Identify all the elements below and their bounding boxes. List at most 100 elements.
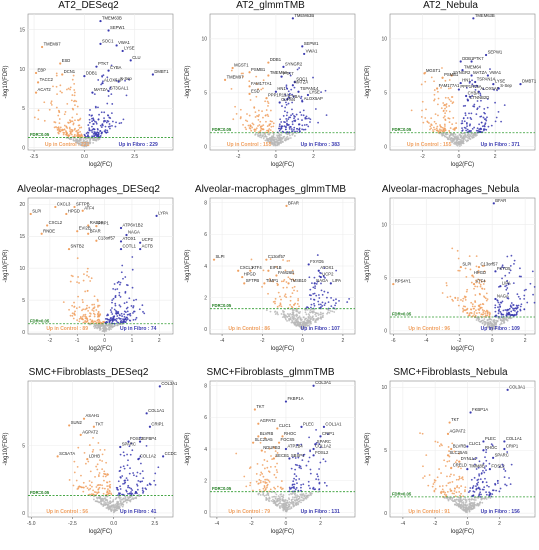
y-axis-label: -log10(FDR) [3, 249, 9, 282]
point-up-fibro [507, 292, 510, 295]
y-axis-label: -log10(FDR) [185, 65, 191, 98]
point-not-significant [283, 139, 286, 141]
point-not-significant [290, 321, 293, 324]
gene-point [253, 408, 256, 411]
gene-label: NDUFB3 [263, 445, 280, 450]
point-not-significant [442, 133, 444, 136]
volcano-svg: -4 -2 0 202468FDR=0.05COL3A1FKBP1ATKTAGPAT2… [185, 380, 356, 535]
point-up-fibro [108, 116, 111, 119]
gene-label: LYPA [158, 210, 168, 215]
point-not-significant [304, 311, 307, 314]
point-up-control [466, 308, 468, 311]
point-up-control [242, 123, 244, 126]
gene-point [129, 59, 132, 62]
point-not-significant [489, 328, 492, 331]
point-up-control [433, 80, 435, 83]
point-not-significant [279, 496, 281, 499]
point-up-control [275, 476, 277, 479]
point-up-fibro [313, 298, 315, 301]
point-not-significant [302, 326, 305, 329]
point-up-control [257, 118, 260, 121]
point-up-control [484, 310, 487, 313]
gene-point [322, 425, 326, 428]
point-up-control [282, 286, 285, 289]
y-tick-label: 5 [22, 443, 25, 449]
gene-label: MATZA [473, 70, 487, 75]
point-up-control [284, 293, 287, 296]
point-up-control [458, 475, 461, 478]
point-not-significant [477, 317, 480, 320]
point-up-control [78, 485, 81, 488]
gene-point [329, 282, 332, 285]
point-not-significant [266, 138, 269, 141]
point-up-fibro [129, 319, 132, 322]
point-up-control [427, 484, 430, 487]
point-up-control [243, 475, 246, 478]
point-up-fibro [291, 101, 294, 104]
point-up-fibro [477, 486, 480, 489]
y-tick-label: 10 [381, 222, 387, 228]
point-up-control [103, 487, 106, 490]
gene-point [139, 247, 142, 251]
point-up-fibro [318, 443, 321, 445]
point-not-significant [319, 316, 322, 318]
point-up-control [71, 312, 74, 315]
point-up-fibro [102, 74, 105, 77]
point-up-fibro [109, 125, 111, 128]
point-up-fibro [121, 475, 124, 477]
point-up-fibro [326, 433, 329, 436]
point-not-significant [92, 141, 95, 144]
point-not-significant [453, 498, 456, 501]
point-up-fibro [93, 134, 96, 137]
point-up-fibro [500, 120, 503, 123]
point-not-significant [464, 135, 467, 138]
x-tick-label: -2 [433, 521, 438, 527]
point-up-control [85, 321, 88, 323]
point-up-control [291, 278, 294, 281]
point-up-fibro [129, 312, 132, 315]
point-up-control [73, 91, 76, 94]
point-up-fibro [108, 321, 111, 324]
point-up-control [260, 88, 263, 91]
point-not-significant [460, 506, 462, 509]
point-not-significant [263, 494, 266, 497]
point-up-fibro [111, 318, 113, 321]
point-up-fibro [474, 88, 477, 91]
point-not-significant [480, 498, 483, 501]
point-up-control [101, 484, 103, 487]
point-up-fibro [280, 125, 283, 128]
point-up-control [239, 116, 242, 118]
gene-point [285, 204, 288, 208]
point-not-significant [310, 322, 312, 325]
point-up-fibro [313, 292, 316, 295]
point-up-control [433, 89, 436, 91]
point-up-control [254, 116, 257, 118]
point-up-fibro [293, 86, 296, 89]
point-up-fibro [519, 308, 522, 311]
point-up-fibro [282, 115, 285, 117]
point-up-fibro [284, 106, 287, 109]
gene-label: SPARC [495, 452, 509, 457]
point-not-significant [481, 322, 484, 325]
point-up-fibro [495, 489, 498, 492]
point-up-fibro [300, 486, 302, 489]
point-not-significant [302, 493, 305, 495]
point-up-fibro [483, 467, 486, 469]
point-up-fibro [108, 123, 111, 125]
point-up-fibro [139, 455, 142, 458]
point-up-fibro [119, 305, 122, 308]
point-up-control [81, 309, 83, 312]
point-not-significant [295, 315, 298, 318]
fdr-label: FDR=0.05 [392, 312, 412, 317]
point-up-fibro [315, 282, 318, 285]
point-up-control [256, 462, 259, 465]
gene-point [92, 425, 96, 428]
point-up-control [97, 488, 100, 491]
point-up-control [59, 90, 62, 93]
point-up-control [68, 126, 71, 129]
x-tick-label: 0 [457, 154, 460, 160]
point-not-significant [281, 137, 284, 140]
point-up-control [291, 269, 294, 272]
point-up-control [245, 485, 248, 488]
point-up-fibro [488, 491, 491, 494]
